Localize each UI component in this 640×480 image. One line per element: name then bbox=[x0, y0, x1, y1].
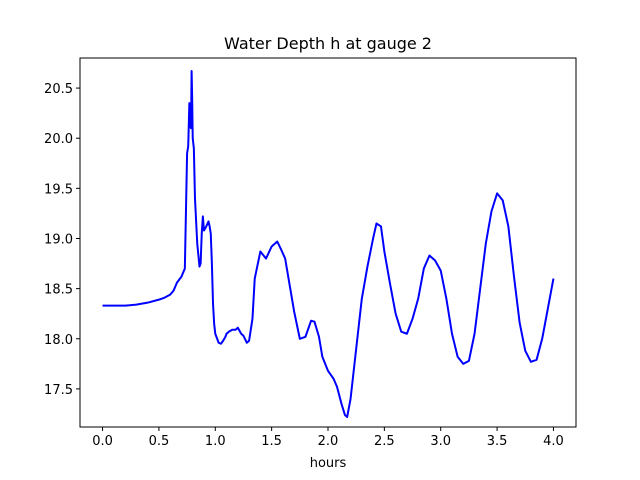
y-tick-label: 20.0 bbox=[44, 132, 73, 147]
chart-title: Water Depth h at gauge 2 bbox=[224, 34, 432, 53]
y-tick-label: 18.5 bbox=[44, 283, 73, 298]
x-tick-label: 4.0 bbox=[543, 434, 564, 449]
x-tick-label: 1.5 bbox=[261, 434, 282, 449]
y-tick-label: 19.5 bbox=[44, 182, 73, 197]
x-tick-label: 2.5 bbox=[374, 434, 395, 449]
x-tick-label: 2.0 bbox=[318, 434, 339, 449]
x-axis-label: hours bbox=[310, 456, 347, 471]
y-tick-label: 20.5 bbox=[44, 82, 73, 97]
x-tick-label: 3.0 bbox=[430, 434, 451, 449]
x-tick-label: 3.5 bbox=[487, 434, 508, 449]
y-tick-label: 19.0 bbox=[44, 232, 73, 247]
y-tick-label: 17.5 bbox=[44, 383, 73, 398]
x-tick-label: 0.5 bbox=[149, 434, 170, 449]
series-line-0 bbox=[102, 70, 555, 418]
plot-area: 0.0 0.5 1.0 1.5 2.0 2.5 3.0 3.5 4.0 17.5 18.0 18.5 1… bbox=[44, 57, 577, 449]
x-tick-label: 1.0 bbox=[205, 434, 226, 449]
y-tick-label: 18.0 bbox=[44, 333, 73, 348]
x-tick-label: 0.0 bbox=[92, 434, 113, 449]
